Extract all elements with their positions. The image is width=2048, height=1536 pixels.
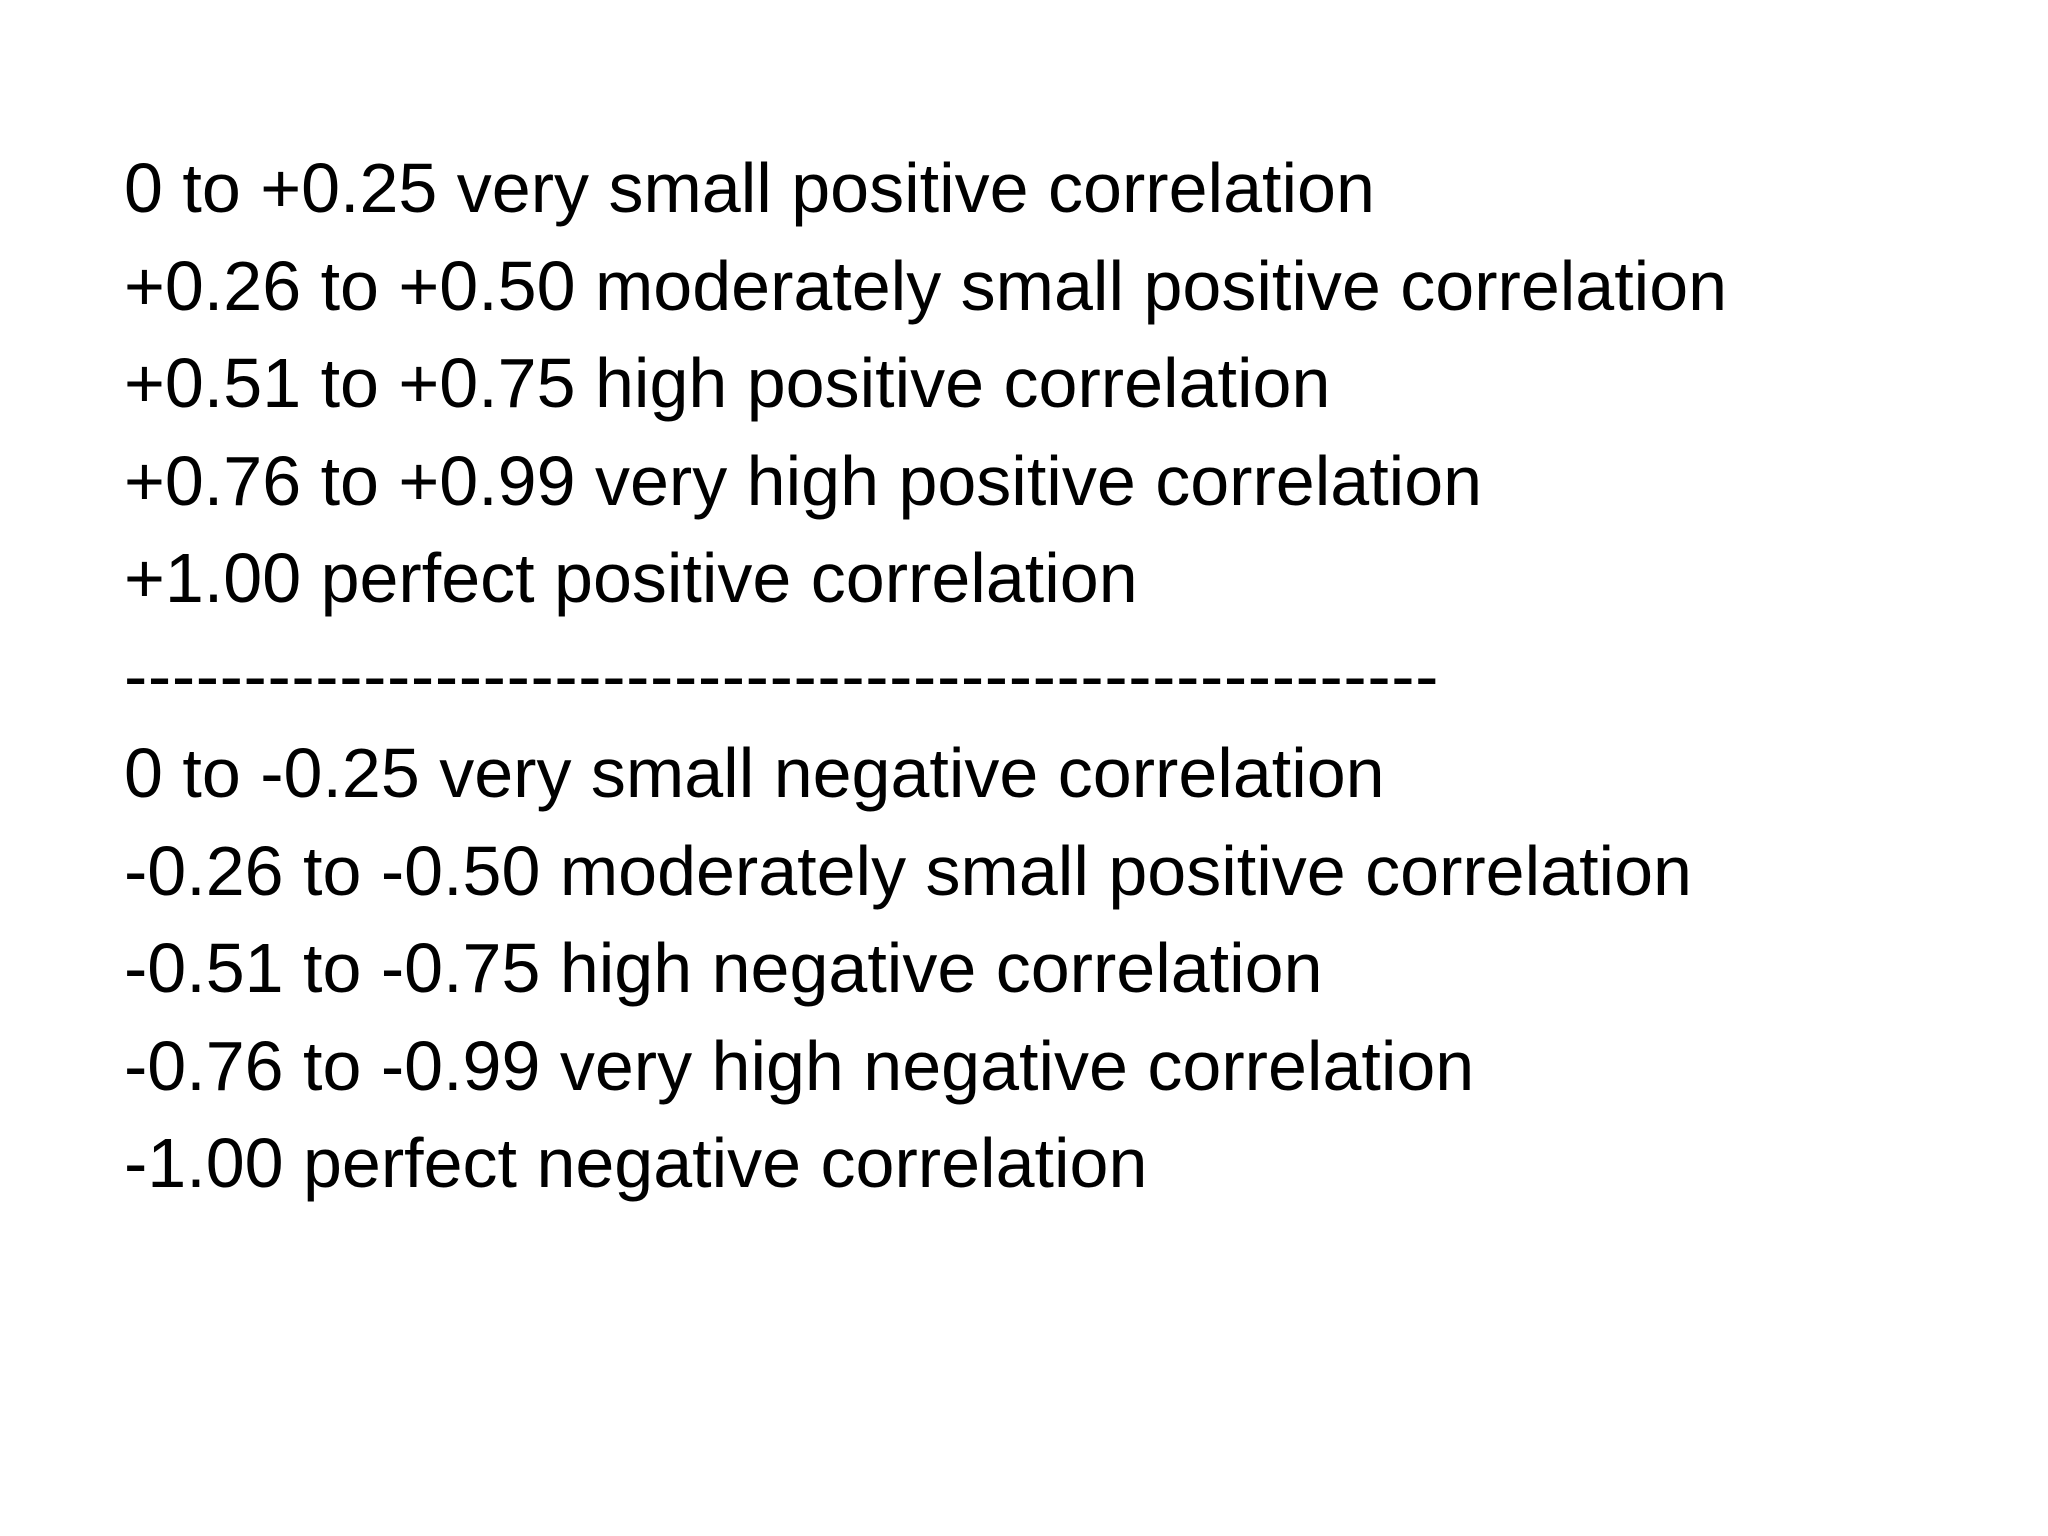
positive-range-line: 0 to +0.25 very small positive correlati… [124,149,1375,227]
correlation-scale-text: 0 to +0.25 very small positive correlati… [124,140,2004,1213]
positive-range-line: +0.51 to +0.75 high positive correlation [124,344,1331,422]
negative-range-line: 0 to -0.25 very small negative correlati… [124,734,1385,812]
negative-range-line: -0.76 to -0.99 very high negative correl… [124,1026,1475,1105]
positive-range-line: +0.26 to +0.50 moderately small positive… [124,246,1728,325]
positive-range-line: +1.00 perfect positive correlation [124,539,1138,617]
negative-range-line: -0.26 to -0.50 moderately small positive… [124,831,1692,910]
negative-range-line: -0.51 to -0.75 high negative correlation [124,929,1323,1007]
positive-range-line: +0.76 to +0.99 very high positive correl… [124,441,1483,520]
negative-range-line: -1.00 perfect negative correlation [124,1124,1148,1202]
dash-divider: ----------------------------------------… [124,636,1440,715]
